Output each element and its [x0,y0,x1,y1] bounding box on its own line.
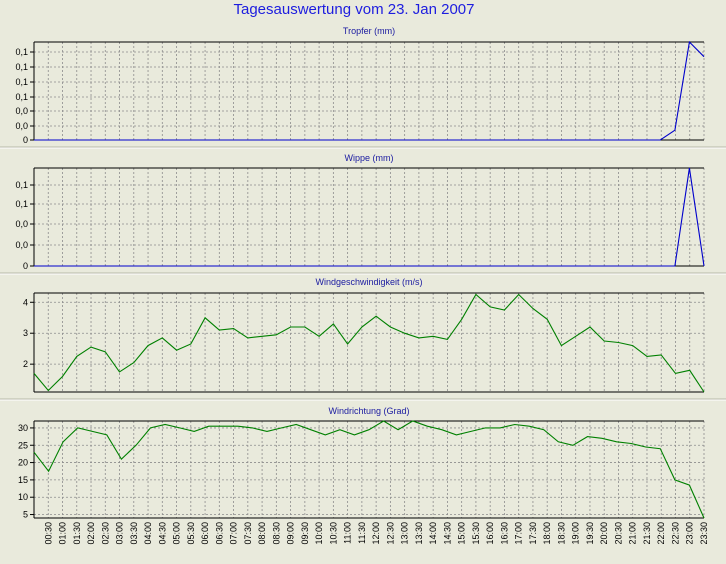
x-tick-label: 15:00 [457,522,467,545]
x-tick-label: 16:30 [499,522,509,545]
chart-panel-1: Tropfer (mm) 0,1 0,1 0,1 0,1 0,0 0,0 0 [0,26,726,149]
y-tick-label: 0,1 [15,77,28,87]
x-tick-label: 19:00 [571,522,581,545]
x-tick-label: 05:30 [186,522,196,545]
x-tick-label: 01:30 [72,522,82,545]
x-tick-label: 14:30 [442,522,452,545]
chart-title: Windrichtung (Grad) [328,406,409,416]
chart-title: Tropfer (mm) [343,26,395,36]
x-tick-label: 03:30 [129,522,139,545]
x-tick-label: 20:30 [614,522,624,545]
x-tick-label: 18:30 [556,522,566,545]
chart-title: Wippe (mm) [345,153,394,163]
x-tick-label: 09:30 [300,522,310,545]
series-line [33,293,705,393]
x-tick-label: 17:30 [528,522,538,545]
x-tick-label: 22:30 [671,522,681,545]
y-tick-label: 0,1 [15,62,28,72]
series-line [34,167,705,267]
series-line [33,420,705,519]
y-tick-label: 0,0 [15,121,28,131]
y-tick-label: 2 [23,359,28,369]
chart-title: Windgeschwindigkeit (m/s) [315,277,422,287]
x-tick-label: 13:00 [400,522,410,545]
x-tick-label: 08:30 [271,522,281,545]
x-tick-label: 17:00 [514,522,524,545]
x-tick-label: 01:00 [58,522,68,545]
x-tick-label: 14:00 [428,522,438,545]
y-tick-label: 0,1 [15,47,28,57]
y-tick-label: 0,1 [15,199,28,209]
y-tick-label: 30 [18,423,28,433]
y-tick-label: 0,1 [15,92,28,102]
x-tick-label: 10:00 [314,522,324,545]
x-tick-label: 11:30 [357,522,367,544]
x-tick-label: 02:00 [86,522,96,545]
x-tick-label: 23:30 [699,522,709,545]
y-tick-label: 0 [23,261,28,271]
y-tick-label: 20 [18,458,28,468]
x-tick-label: 11:00 [343,522,353,544]
time-axis: 00:30 01:00 01:30 02:00 02:30 03:00 03:30 04:00… [43,522,709,545]
y-tick-label: 0,0 [15,106,28,116]
x-tick-label: 03:00 [115,522,125,545]
x-tick-label: 07:00 [229,522,239,545]
x-tick-label: 15:30 [471,522,481,545]
x-tick-label: 02:30 [100,522,110,545]
x-tick-label: 04:30 [157,522,167,545]
x-tick-label: 20:00 [599,522,609,545]
x-tick-label: 16:00 [485,522,495,545]
x-tick-label: 22:00 [656,522,666,545]
x-tick-label: 00:30 [43,522,53,545]
x-tick-label: 18:00 [542,522,552,545]
x-tick-label: 04:00 [143,522,153,545]
y-tick-label: 25 [18,440,28,450]
page-title: Tagesauswertung vom 23. Jan 2007 [234,1,475,18]
y-tick-label: 0,1 [15,180,28,190]
y-tick-label: 0,0 [15,219,28,229]
chart-panel-4: Windrichtung (Grad) 30 25 20 15 10 5 [18,406,705,520]
x-tick-label: 21:00 [628,522,638,545]
x-tick-label: 12:00 [371,522,381,545]
chart-panel-2: Wippe (mm) 0,1 0,1 0,0 0,0 0 [0,153,726,275]
y-tick-label: 10 [18,492,28,502]
x-tick-label: 05:00 [172,522,182,545]
series-line [34,40,705,141]
x-tick-label: 06:30 [214,522,224,545]
x-tick-label: 07:30 [243,522,253,545]
x-tick-label: 23:00 [685,522,695,545]
x-tick-label: 13:30 [414,522,424,545]
x-tick-label: 21:30 [642,522,652,545]
x-tick-label: 12:30 [385,522,395,545]
y-tick-label: 0 [23,135,28,145]
y-tick-label: 5 [23,510,28,520]
y-tick-label: 15 [18,475,28,485]
x-tick-label: 06:00 [200,522,210,545]
chart-panel-3: Windgeschwindigkeit (m/s) 4 3 2 [0,277,726,401]
x-tick-label: 09:00 [286,522,296,545]
y-tick-label: 0,0 [15,240,28,250]
x-tick-label: 10:30 [328,522,338,545]
y-tick-label: 3 [23,328,28,338]
x-tick-label: 08:00 [257,522,267,545]
x-tick-label: 19:30 [585,522,595,545]
y-tick-label: 4 [23,297,28,307]
